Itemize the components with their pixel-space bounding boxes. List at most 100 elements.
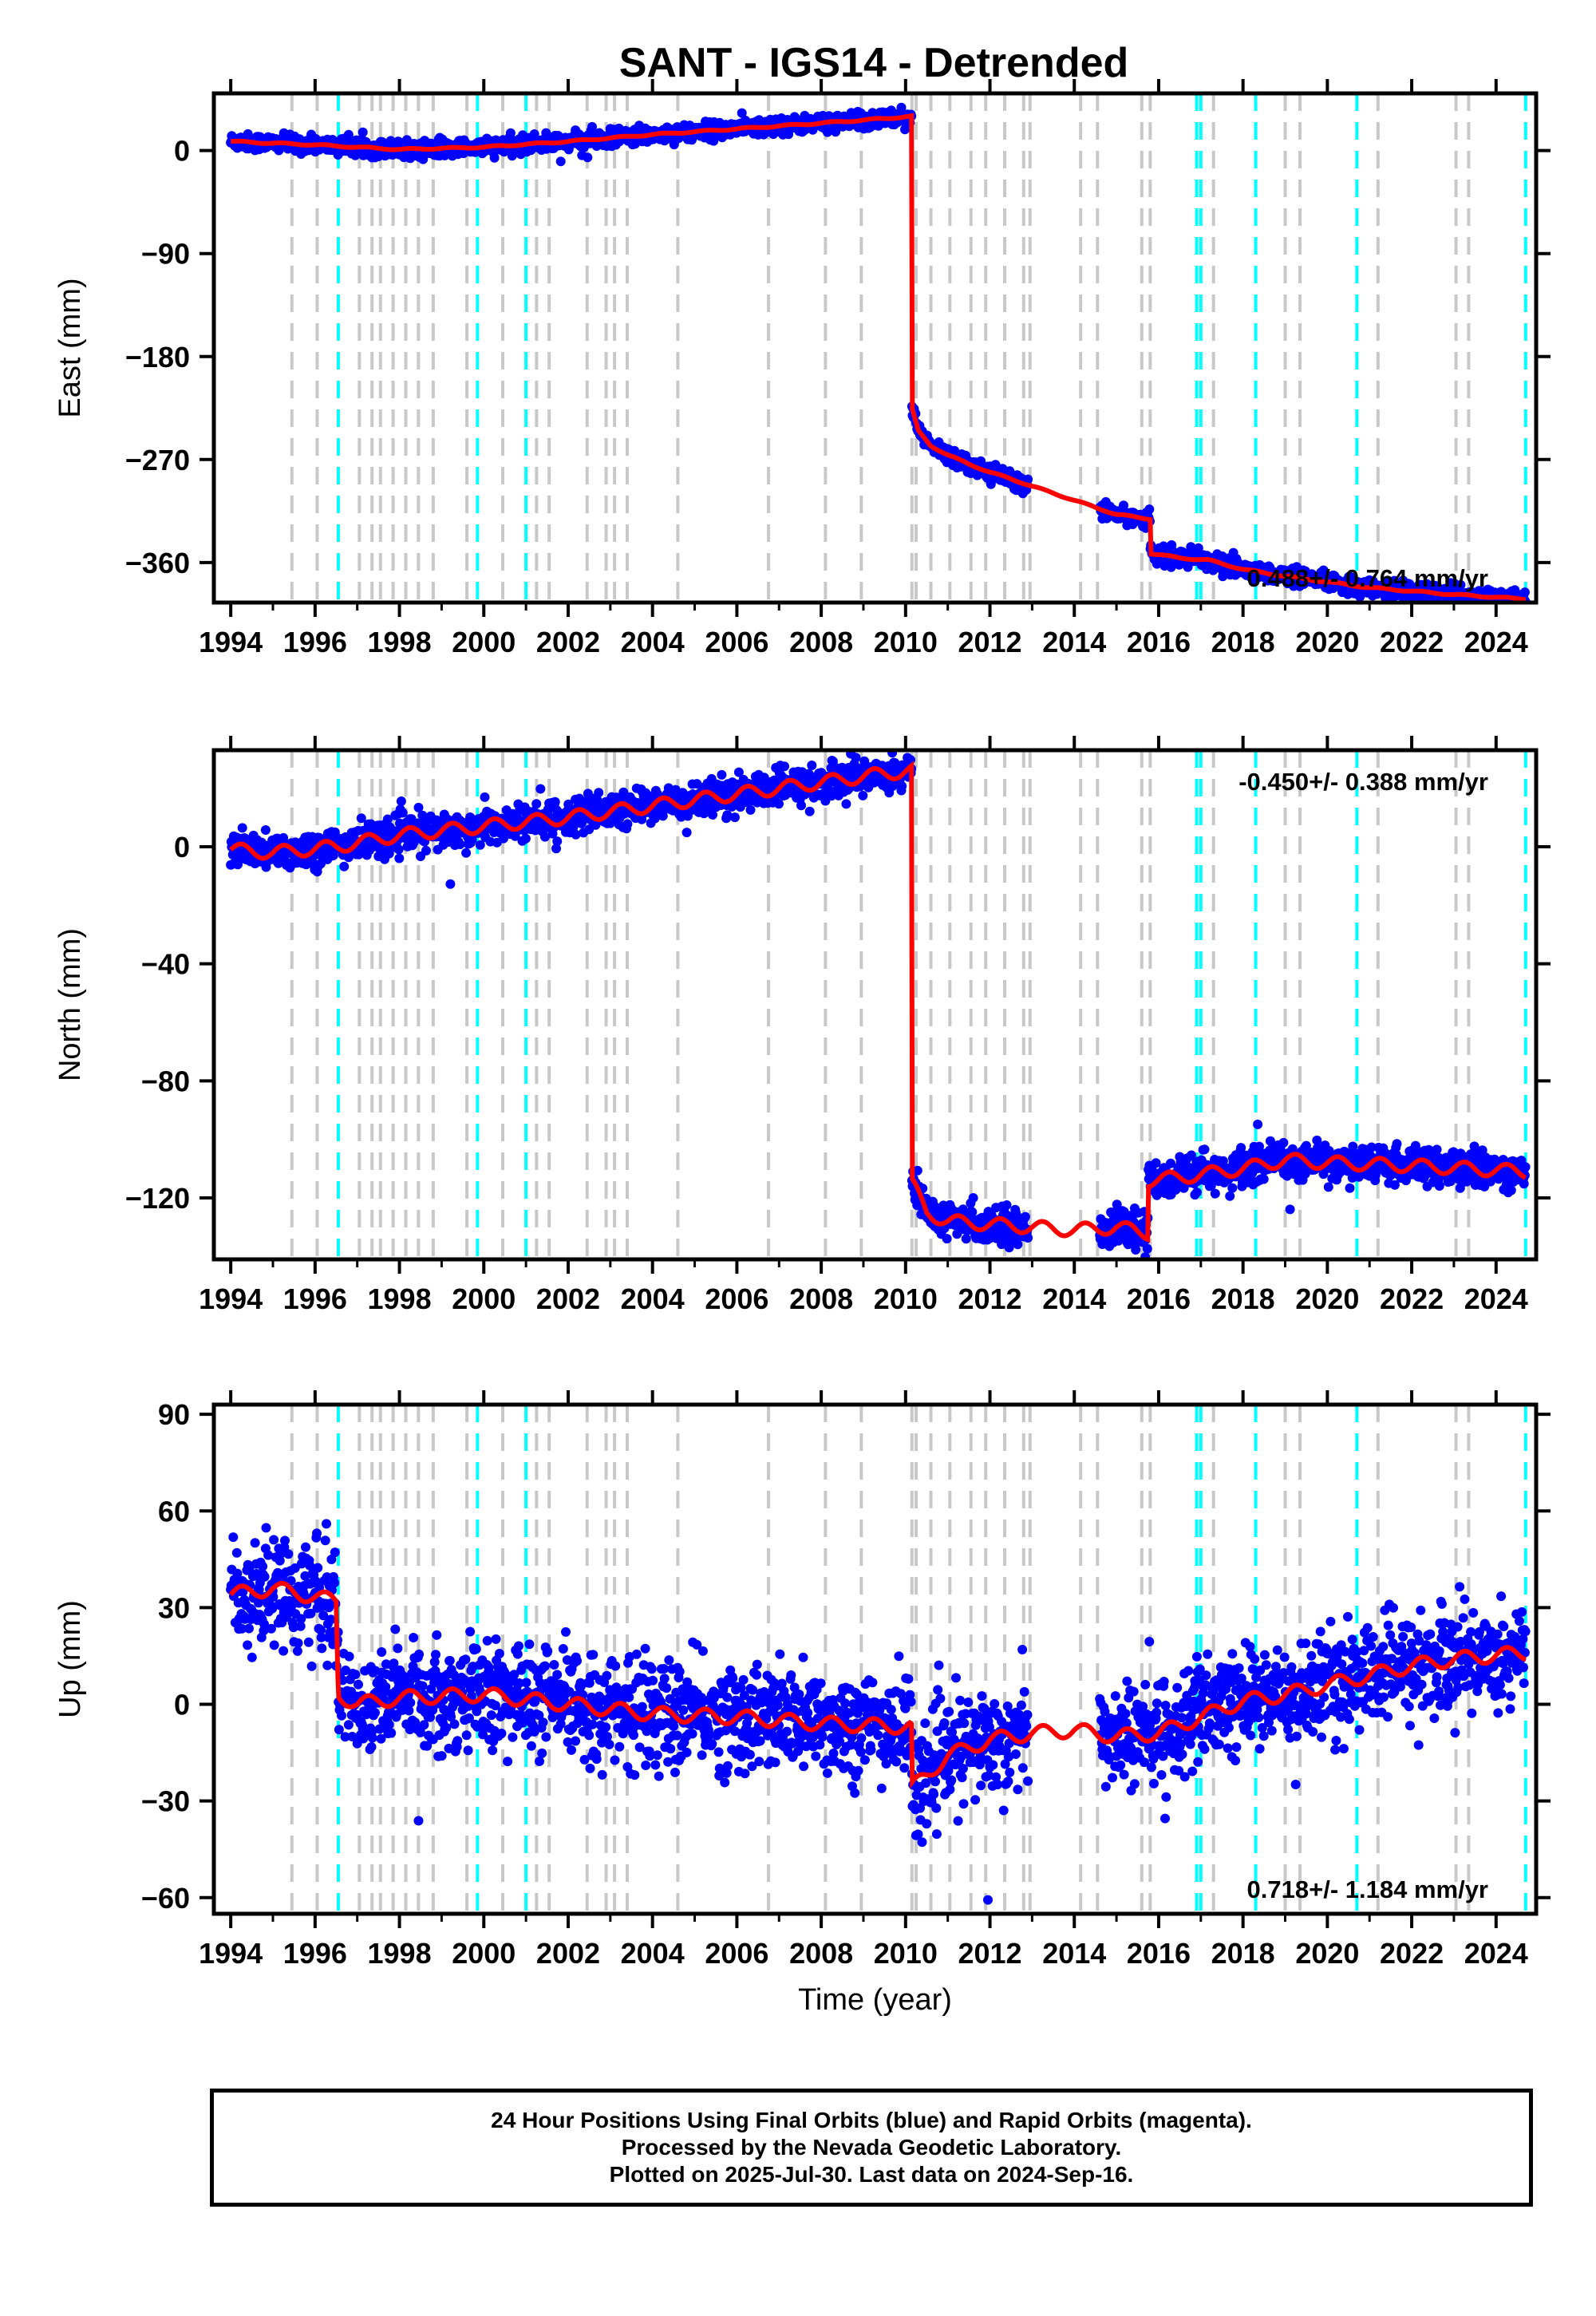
observation-point — [529, 129, 539, 139]
panel-north: 1994 1996 1998 2000 2002 2004 2006 2008 2010 2012… — [53, 736, 1551, 1315]
observation-point — [237, 823, 247, 833]
observation-point — [1004, 1243, 1014, 1253]
observation-point — [540, 832, 550, 842]
observation-point — [859, 756, 870, 766]
observation-point — [774, 799, 784, 809]
observation-point — [737, 108, 747, 118]
y-tick-label: −270 — [125, 444, 190, 476]
observation-point — [622, 819, 633, 829]
observation-point — [440, 150, 450, 160]
observation-point — [841, 799, 851, 809]
observation-point — [1285, 1204, 1295, 1215]
observation-point — [968, 1193, 978, 1203]
observation-point — [967, 1207, 978, 1217]
observation-point — [394, 853, 405, 864]
observation-point — [489, 152, 500, 163]
y-axis-label: East (mm) — [53, 278, 87, 417]
observation-point — [328, 850, 338, 860]
observation-point — [858, 790, 868, 800]
final-orbit-points — [226, 102, 1531, 603]
observation-point — [1456, 579, 1466, 590]
observation-point — [551, 844, 561, 854]
rate-label: 0.488+/- 0.764 mm/yr — [1247, 564, 1488, 592]
observation-point — [555, 156, 566, 167]
observation-point — [729, 812, 740, 823]
observation-point — [1191, 1188, 1202, 1197]
x-tick-label: 2018 — [1211, 626, 1275, 658]
x-tick-label: 1996 — [283, 626, 347, 658]
chart-title: SANT - IGS14 - Detrended — [619, 40, 1129, 86]
observation-point — [1312, 1135, 1322, 1145]
observation-point — [1023, 1233, 1033, 1243]
observation-point — [455, 840, 465, 849]
observation-point — [396, 796, 406, 806]
observation-point — [421, 845, 431, 856]
observation-point — [722, 810, 733, 820]
observation-point — [1199, 1144, 1210, 1155]
observation-point — [851, 753, 861, 763]
observation-point — [1392, 1139, 1402, 1149]
x-tick-label: 1998 — [368, 626, 432, 658]
observation-point — [531, 799, 542, 809]
observation-point — [1519, 587, 1530, 598]
observation-point — [393, 844, 404, 855]
observation-point — [1144, 504, 1155, 515]
observation-point — [1151, 1158, 1161, 1168]
observation-point — [1001, 1200, 1012, 1210]
x-tick-label: 2010 — [874, 626, 938, 658]
observation-point — [594, 788, 604, 798]
x-tick-label: 2014 — [1042, 626, 1106, 658]
observation-point — [1171, 1184, 1181, 1195]
y-tick-label: 0 — [174, 135, 190, 168]
observation-point — [382, 814, 393, 824]
observation-point — [1301, 1140, 1311, 1151]
observation-point — [1253, 1119, 1263, 1129]
observation-point — [906, 755, 915, 765]
x-tick-label: 1994 — [199, 626, 263, 658]
observation-point — [1020, 1211, 1030, 1222]
x-tick-label: 2006 — [705, 626, 768, 658]
observation-point — [1193, 543, 1203, 553]
observation-point — [1389, 1180, 1400, 1190]
y-tick-label: −360 — [125, 547, 190, 579]
observation-point — [1227, 1183, 1238, 1193]
observation-point — [1187, 1150, 1196, 1160]
observation-point — [942, 1234, 952, 1244]
y-tick-label: −90 — [141, 238, 190, 271]
plot-area-east — [226, 93, 1531, 603]
observation-point — [397, 808, 408, 818]
observation-point — [571, 829, 581, 840]
observation-point — [1485, 1176, 1495, 1187]
x-tick-label: 2000 — [452, 626, 516, 658]
observation-point — [358, 127, 368, 137]
observation-point — [1236, 1143, 1246, 1153]
observation-point — [1023, 474, 1033, 484]
observation-point — [1142, 1243, 1152, 1254]
observation-point — [583, 152, 593, 163]
observation-point — [1434, 1181, 1444, 1191]
observation-point — [1366, 1142, 1377, 1152]
observation-point — [1225, 1191, 1235, 1201]
x-tick-label: 2012 — [958, 626, 1021, 658]
model-line — [231, 113, 1527, 603]
panel-frame — [211, 91, 1539, 605]
observation-point — [1210, 1188, 1220, 1199]
observation-point — [467, 835, 477, 845]
observation-point — [1345, 1183, 1355, 1193]
observation-point — [897, 781, 907, 791]
observation-point — [550, 796, 560, 807]
observation-point — [1206, 1180, 1216, 1191]
observation-point — [418, 154, 429, 164]
observation-point — [796, 800, 806, 811]
observation-point — [587, 121, 597, 132]
observation-point — [535, 784, 546, 794]
observation-point — [1323, 1182, 1333, 1192]
observation-point — [1445, 1176, 1456, 1187]
observation-point — [681, 828, 692, 838]
observation-point — [339, 861, 350, 871]
x-tick-label: 2002 — [536, 626, 600, 658]
observation-point — [552, 836, 563, 847]
observation-point — [1218, 1156, 1228, 1166]
observation-point — [1166, 1158, 1175, 1168]
